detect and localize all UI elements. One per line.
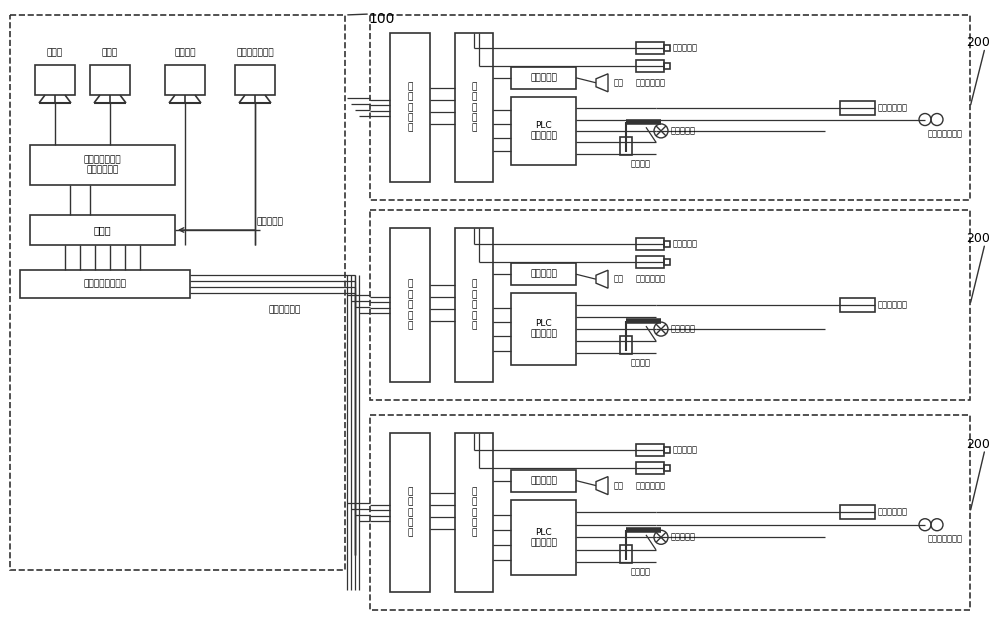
Text: PLC
道口控制柜: PLC 道口控制柜 [530,319,557,339]
Bar [664,45,670,51]
Text: 200: 200 [966,232,990,245]
Bar [636,60,664,73]
Text: 爆闪警示装置: 爆闪警示装置 [878,301,908,309]
Bar [636,444,664,456]
Text: 通信网络线: 通信网络线 [257,218,283,226]
Bar [636,462,664,474]
Text: 音频放大器: 音频放大器 [530,476,557,485]
Text: 单模光纤网络: 单模光纤网络 [269,306,301,314]
Bar [30,215,175,245]
Bar [10,15,345,570]
Bar [455,228,493,382]
Bar [20,270,190,298]
Text: 网
络
交
换
机: 网 络 交 换 机 [471,280,477,330]
Bar [390,433,430,592]
Text: 机架式光电转换器: 机架式光电转换器 [84,280,126,288]
Bar [636,256,664,268]
Bar [35,65,75,95]
Text: 100: 100 [368,12,394,26]
Text: 管理终端: 管理终端 [174,48,196,58]
Text: 光
电
转
换
器: 光 电 转 换 器 [407,487,413,538]
Text: 铁路预告信号机: 铁路预告信号机 [928,534,963,543]
Bar [664,259,670,265]
Bar [30,145,175,185]
Bar [370,15,970,200]
Bar [636,238,664,250]
Text: 道口照明灯: 道口照明灯 [671,325,696,334]
Text: 电子护栏: 电子护栏 [631,567,651,577]
Text: 电子护栏: 电子护栏 [631,160,651,169]
Text: 网络硬盘录像机
或矩阵服务器: 网络硬盘录像机 或矩阵服务器 [84,155,121,175]
Bar [455,433,493,592]
Bar [620,137,632,155]
Bar [390,228,430,382]
Text: 光
电
转
换
器: 光 电 转 换 器 [407,280,413,330]
Text: 道口照明灯: 道口照明灯 [671,126,696,135]
Bar [511,67,576,89]
Text: 200: 200 [966,36,990,49]
Bar [511,97,576,165]
Bar [664,447,670,453]
Bar [511,293,576,365]
Bar [235,65,275,95]
Bar [511,264,576,285]
Text: 爆闪警示装置: 爆闪警示装置 [636,78,666,87]
Text: PLC
道口控制柜: PLC 道口控制柜 [530,528,557,547]
Bar [455,33,493,182]
Text: 喇叭: 喇叭 [614,78,624,87]
Text: 爆闪警示装置: 爆闪警示装置 [878,508,908,516]
Text: PLC
道口控制柜: PLC 道口控制柜 [530,121,557,141]
Text: 网络摄像机: 网络摄像机 [673,44,698,53]
Bar [390,33,430,182]
Bar [620,545,632,563]
Text: 网
络
交
换
机: 网 络 交 换 机 [471,487,477,538]
Text: 电子护栏: 电子护栏 [631,358,651,368]
Text: 喇叭: 喇叭 [614,481,624,490]
Bar [840,101,875,115]
Text: 爆闪警示装置: 爆闪警示装置 [636,481,666,490]
Text: 200: 200 [966,438,990,451]
Text: 铁路预告信号机: 铁路预告信号机 [928,129,963,138]
Bar [511,469,576,492]
Bar [636,42,664,55]
Text: 交换机: 交换机 [94,225,111,235]
Text: 监视器: 监视器 [47,48,63,58]
Bar [511,500,576,575]
Text: 爆闪警示装置: 爆闪警示装置 [636,275,666,284]
Text: 音频放大器: 音频放大器 [530,73,557,82]
Text: 网络摄像机: 网络摄像机 [673,446,698,454]
Text: 喇叭: 喇叭 [614,275,624,284]
Bar [90,65,130,95]
Bar [840,298,875,312]
Text: 道口控制操作机: 道口控制操作机 [236,48,274,58]
Bar [664,241,670,247]
Bar [370,210,970,400]
Text: 光
电
转
换
器: 光 电 转 换 器 [407,82,413,133]
Bar [664,63,670,69]
Text: 爆闪警示装置: 爆闪警示装置 [878,104,908,113]
Bar [370,415,970,610]
Bar [664,465,670,471]
Bar [840,505,875,519]
Text: 网
络
交
换
机: 网 络 交 换 机 [471,82,477,133]
Text: 监视器: 监视器 [102,48,118,58]
Text: 网络摄像机: 网络摄像机 [673,240,698,249]
Text: 音频放大器: 音频放大器 [530,270,557,279]
Bar [620,336,632,354]
Bar [165,65,205,95]
Text: 道口照明灯: 道口照明灯 [671,533,696,542]
